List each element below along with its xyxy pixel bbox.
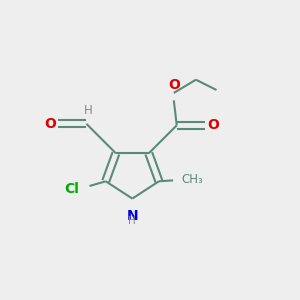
Text: Cl: Cl	[64, 182, 79, 196]
Text: H: H	[128, 216, 136, 226]
Text: CH₃: CH₃	[182, 173, 203, 186]
Text: O: O	[44, 117, 56, 131]
Text: H: H	[83, 103, 92, 116]
Text: O: O	[207, 118, 219, 132]
Text: O: O	[168, 78, 180, 92]
Text: N: N	[127, 209, 138, 223]
